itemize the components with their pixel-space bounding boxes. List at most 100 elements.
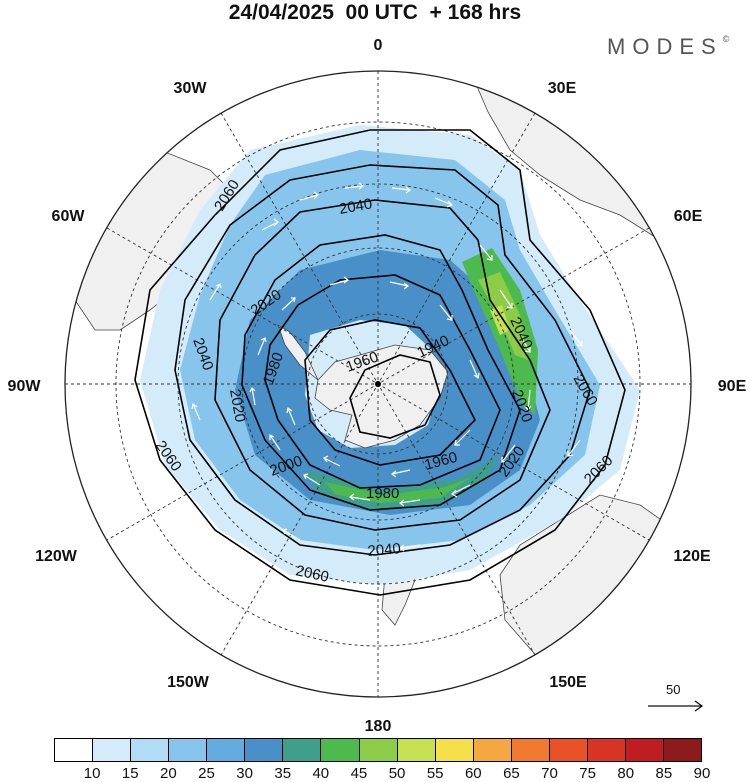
wind-arrow bbox=[349, 493, 371, 501]
colorbar bbox=[54, 738, 702, 762]
antarctic-peninsula-land bbox=[277, 324, 319, 381]
colorbar-tick-label: 80 bbox=[617, 765, 635, 782]
wind-arrow bbox=[389, 281, 409, 290]
wind-arrow bbox=[469, 359, 480, 380]
longitude-label-60e: 60E bbox=[674, 208, 703, 225]
colorbar-swatch bbox=[664, 739, 702, 761]
colorbar-swatch bbox=[169, 739, 208, 761]
colorbar-tick-label: 45 bbox=[350, 765, 368, 782]
contour-label: 2040 bbox=[338, 195, 374, 218]
polar-map: 2060 2060 2060 2060 2060 2040 2040 2040 … bbox=[8, 37, 747, 735]
colorbar-tick-label: 50 bbox=[388, 765, 406, 782]
colorbar-swatch bbox=[93, 739, 132, 761]
wind-arrow bbox=[282, 528, 301, 541]
longitude-label-30w: 30W bbox=[174, 80, 208, 97]
wind-shade-core bbox=[235, 250, 540, 515]
colorbar-tick-label: 20 bbox=[160, 765, 177, 782]
colorbar-swatch bbox=[587, 739, 626, 761]
wind-arrow bbox=[269, 434, 281, 451]
longitude-label-150w: 150W bbox=[167, 674, 210, 691]
contour-2060 bbox=[134, 129, 626, 596]
contour-2000 bbox=[241, 234, 521, 511]
wind-arrow bbox=[329, 276, 349, 286]
contour-label: 1980 bbox=[366, 485, 399, 502]
wind-arrow bbox=[524, 389, 532, 411]
wind-arrow bbox=[391, 469, 411, 478]
colorbar-swatch bbox=[359, 739, 398, 761]
contour-label: 2060 bbox=[294, 562, 330, 586]
map-outline bbox=[64, 70, 692, 698]
colorbar-swatch bbox=[131, 739, 170, 761]
colorbar-swatch bbox=[549, 739, 588, 761]
colorbar-tick-label: 60 bbox=[464, 765, 482, 782]
longitude-label-60w: 60W bbox=[52, 208, 86, 225]
wind-arrows bbox=[191, 182, 583, 552]
wind-arrow bbox=[434, 197, 454, 208]
longitude-label-120e: 120E bbox=[673, 548, 711, 565]
wind-arrow bbox=[569, 329, 583, 347]
colorbar-swatch bbox=[625, 739, 664, 761]
wind-arrow bbox=[303, 473, 321, 486]
wind-arrow bbox=[191, 402, 201, 421]
wind-arrow bbox=[257, 337, 267, 356]
colorbar-swatch bbox=[55, 739, 94, 761]
antarctica-land bbox=[314, 344, 449, 449]
map-title: 24/04/2025 00 UTC + 168 hrs bbox=[228, 1, 522, 24]
wind-arrow bbox=[499, 289, 513, 309]
longitude-label-90e: 90E bbox=[718, 378, 747, 395]
contour-1960 bbox=[304, 319, 476, 466]
south-pole-marker bbox=[375, 381, 381, 387]
wind-shade-jet-peak bbox=[490, 305, 510, 335]
colorbar-tick-label: 65 bbox=[503, 765, 520, 782]
map-disc: 2060 2060 2060 2060 2060 2040 2040 2040 … bbox=[65, 71, 691, 697]
colorbar-tick-label: 55 bbox=[426, 765, 444, 782]
colorbar-tick-label: 70 bbox=[541, 765, 558, 782]
longitude-label-0: 0 bbox=[374, 37, 383, 54]
brand-logo: MODES© bbox=[607, 34, 729, 60]
longitude-label-150e: 150E bbox=[549, 674, 587, 691]
wind-arrow bbox=[391, 186, 411, 194]
colorbar-swatch bbox=[283, 739, 322, 761]
wind-arrow bbox=[286, 406, 296, 426]
colorbar-swatch bbox=[473, 739, 512, 761]
brand-mark: © bbox=[722, 34, 730, 44]
contour-label: 2040 bbox=[367, 540, 402, 560]
colorbar-tick-label: 10 bbox=[83, 765, 101, 782]
wind-arrow bbox=[479, 244, 493, 261]
colorbar-tick-label: 35 bbox=[274, 765, 292, 782]
colorbar-swatch bbox=[321, 739, 360, 761]
height-contours bbox=[134, 129, 626, 596]
wind-arrow bbox=[249, 386, 256, 406]
contour-2020 bbox=[214, 199, 551, 531]
wind-arrow bbox=[281, 297, 296, 311]
wind-arrow bbox=[567, 439, 581, 457]
longitude-label-120w: 120W bbox=[35, 548, 78, 565]
wind-arrow bbox=[451, 484, 471, 498]
brand-name: MODES bbox=[607, 34, 723, 59]
reference-vector: 50 bbox=[646, 680, 706, 720]
colorbar-tick-label: 30 bbox=[236, 765, 253, 782]
colorbar-tick-label: 85 bbox=[655, 765, 673, 782]
longitude-label-30e: 30E bbox=[548, 80, 577, 97]
wind-arrow bbox=[399, 499, 421, 507]
longitude-label-180: 180 bbox=[365, 718, 392, 735]
colorbar-tick-label: 15 bbox=[121, 765, 139, 782]
reference-arrow-icon bbox=[648, 700, 704, 712]
colorbar-swatch bbox=[397, 739, 436, 761]
wind-arrow bbox=[454, 429, 471, 446]
contour-label: 2020 bbox=[226, 388, 249, 424]
colorbar-swatch bbox=[207, 739, 246, 761]
contour-1940 bbox=[349, 354, 441, 439]
longitude-label-90w: 90W bbox=[8, 378, 42, 395]
wind-arrow bbox=[501, 444, 516, 463]
wind-arrow bbox=[323, 455, 341, 467]
wind-arrow bbox=[439, 304, 453, 321]
wind-arrow bbox=[209, 283, 222, 301]
colorbar-tick-label: 90 bbox=[693, 765, 711, 782]
colorbar-swatch bbox=[245, 739, 284, 761]
contour-2040 bbox=[174, 164, 591, 556]
colorbar-tick-label: 40 bbox=[312, 765, 330, 782]
wind-arrow bbox=[299, 191, 319, 201]
wind-arrow bbox=[261, 218, 279, 231]
colorbar-swatch bbox=[435, 739, 474, 761]
